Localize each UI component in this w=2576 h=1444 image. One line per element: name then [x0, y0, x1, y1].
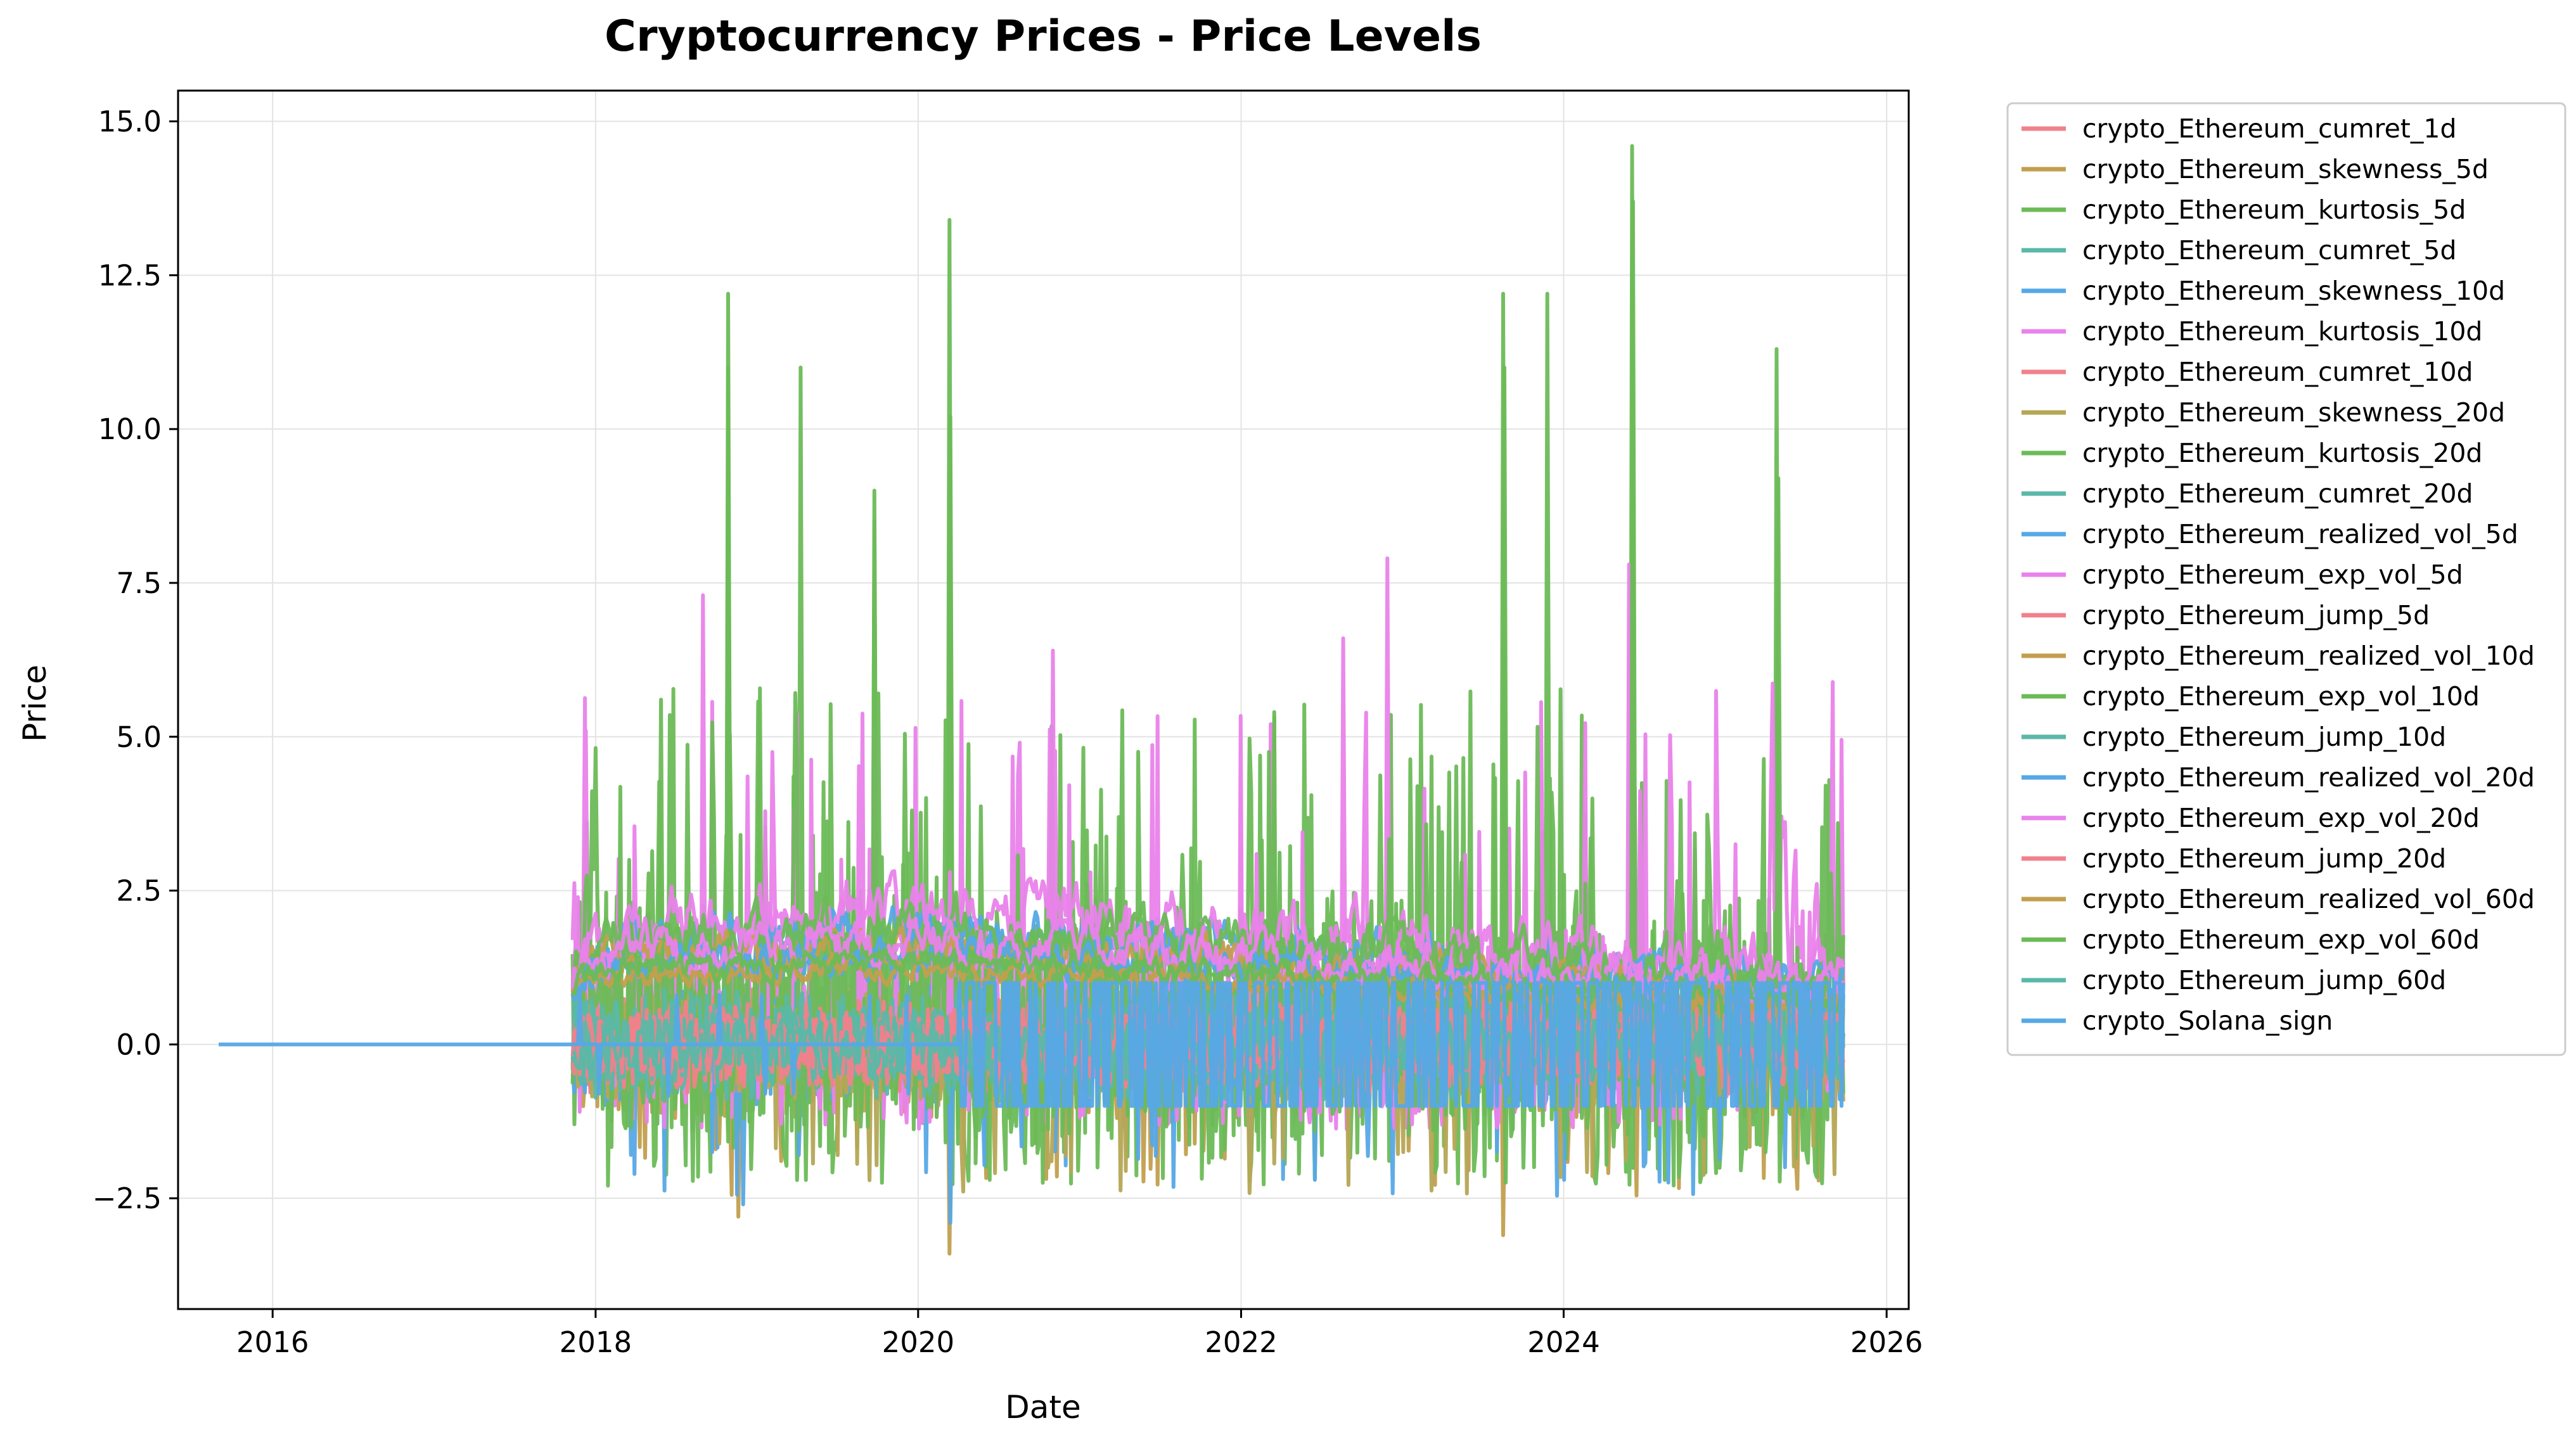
y-tick-label: 0.0 [116, 1028, 162, 1061]
x-tick-label: 2016 [236, 1326, 309, 1359]
chart-title: Cryptocurrency Prices - Price Levels [605, 11, 1482, 61]
legend-label: crypto_Ethereum_jump_60d [2082, 965, 2446, 995]
legend-label: crypto_Ethereum_cumret_10d [2082, 357, 2473, 387]
y-tick-label: 2.5 [116, 874, 162, 908]
legend-label: crypto_Ethereum_exp_vol_20d [2082, 803, 2480, 833]
y-tick-label: 15.0 [98, 105, 162, 139]
series-line-crypto-ethereum-exp-vol-20d [570, 916, 1845, 1014]
y-axis-ticks: −2.5 0.0 2.5 5.0 7.5 10.0 12.5 15.0 [93, 105, 178, 1215]
x-tick-label: 2018 [560, 1326, 632, 1359]
chart-legend: crypto_Ethereum_cumret_1d crypto_Ethereum… [2006, 102, 2566, 1056]
x-tick-label: 2022 [1205, 1326, 1278, 1359]
x-axis-label: Date [1005, 1389, 1081, 1426]
series-line-crypto-solana-sign [219, 981, 1845, 1108]
legend-label: crypto_Ethereum_kurtosis_10d [2082, 316, 2482, 347]
x-axis-ticks: 2016 2018 2020 2022 2024 2026 [236, 1309, 1923, 1359]
legend-frame [2006, 102, 2566, 1056]
legend-label: crypto_Ethereum_skewness_10d [2082, 276, 2505, 306]
legend-label: crypto_Ethereum_kurtosis_20d [2082, 438, 2482, 468]
legend-label: crypto_Ethereum_kurtosis_5d [2082, 195, 2466, 225]
legend-label: crypto_Ethereum_exp_vol_5d [2082, 559, 2463, 590]
x-tick-label: 2024 [1527, 1326, 1600, 1359]
legend-label: crypto_Ethereum_skewness_5d [2082, 154, 2489, 184]
legend-label: crypto_Ethereum_realized_vol_10d [2082, 641, 2535, 671]
plot-series [219, 144, 1845, 1256]
y-tick-label: 7.5 [116, 566, 162, 600]
y-tick-label: 12.5 [98, 259, 162, 292]
y-axis-label: Price [16, 665, 53, 742]
legend-label: crypto_Ethereum_realized_vol_20d [2082, 762, 2535, 793]
legend-label: crypto_Ethereum_cumret_5d [2082, 235, 2456, 265]
legend-label: crypto_Ethereum_skewness_20d [2082, 397, 2505, 428]
legend-label: crypto_Ethereum_exp_vol_10d [2082, 681, 2480, 712]
y-tick-label: −2.5 [93, 1182, 162, 1215]
legend-label: crypto_Ethereum_cumret_1d [2082, 113, 2456, 144]
series-line-crypto-ethereum-kurtosis-20d [570, 199, 1845, 1139]
legend-label: crypto_Solana_sign [2082, 1006, 2333, 1036]
legend-label: crypto_Ethereum_jump_10d [2082, 722, 2446, 752]
plot-area-frame [177, 89, 1910, 1310]
y-tick-label: 10.0 [98, 412, 162, 446]
x-tick-label: 2026 [1850, 1326, 1923, 1359]
x-tick-label: 2020 [882, 1326, 955, 1359]
legend-label: crypto_Ethereum_exp_vol_60d [2082, 924, 2480, 955]
legend-label: crypto_Ethereum_realized_vol_60d [2082, 884, 2535, 914]
legend-label: crypto_Ethereum_jump_5d [2082, 600, 2430, 630]
series-line-crypto-ethereum-kurtosis-5d [570, 144, 1845, 1188]
y-tick-label: 5.0 [116, 720, 162, 754]
legend-label: crypto_Ethereum_realized_vol_5d [2082, 519, 2518, 549]
legend-label: crypto_Ethereum_cumret_20d [2082, 478, 2473, 509]
legend-label: crypto_Ethereum_jump_20d [2082, 843, 2446, 874]
